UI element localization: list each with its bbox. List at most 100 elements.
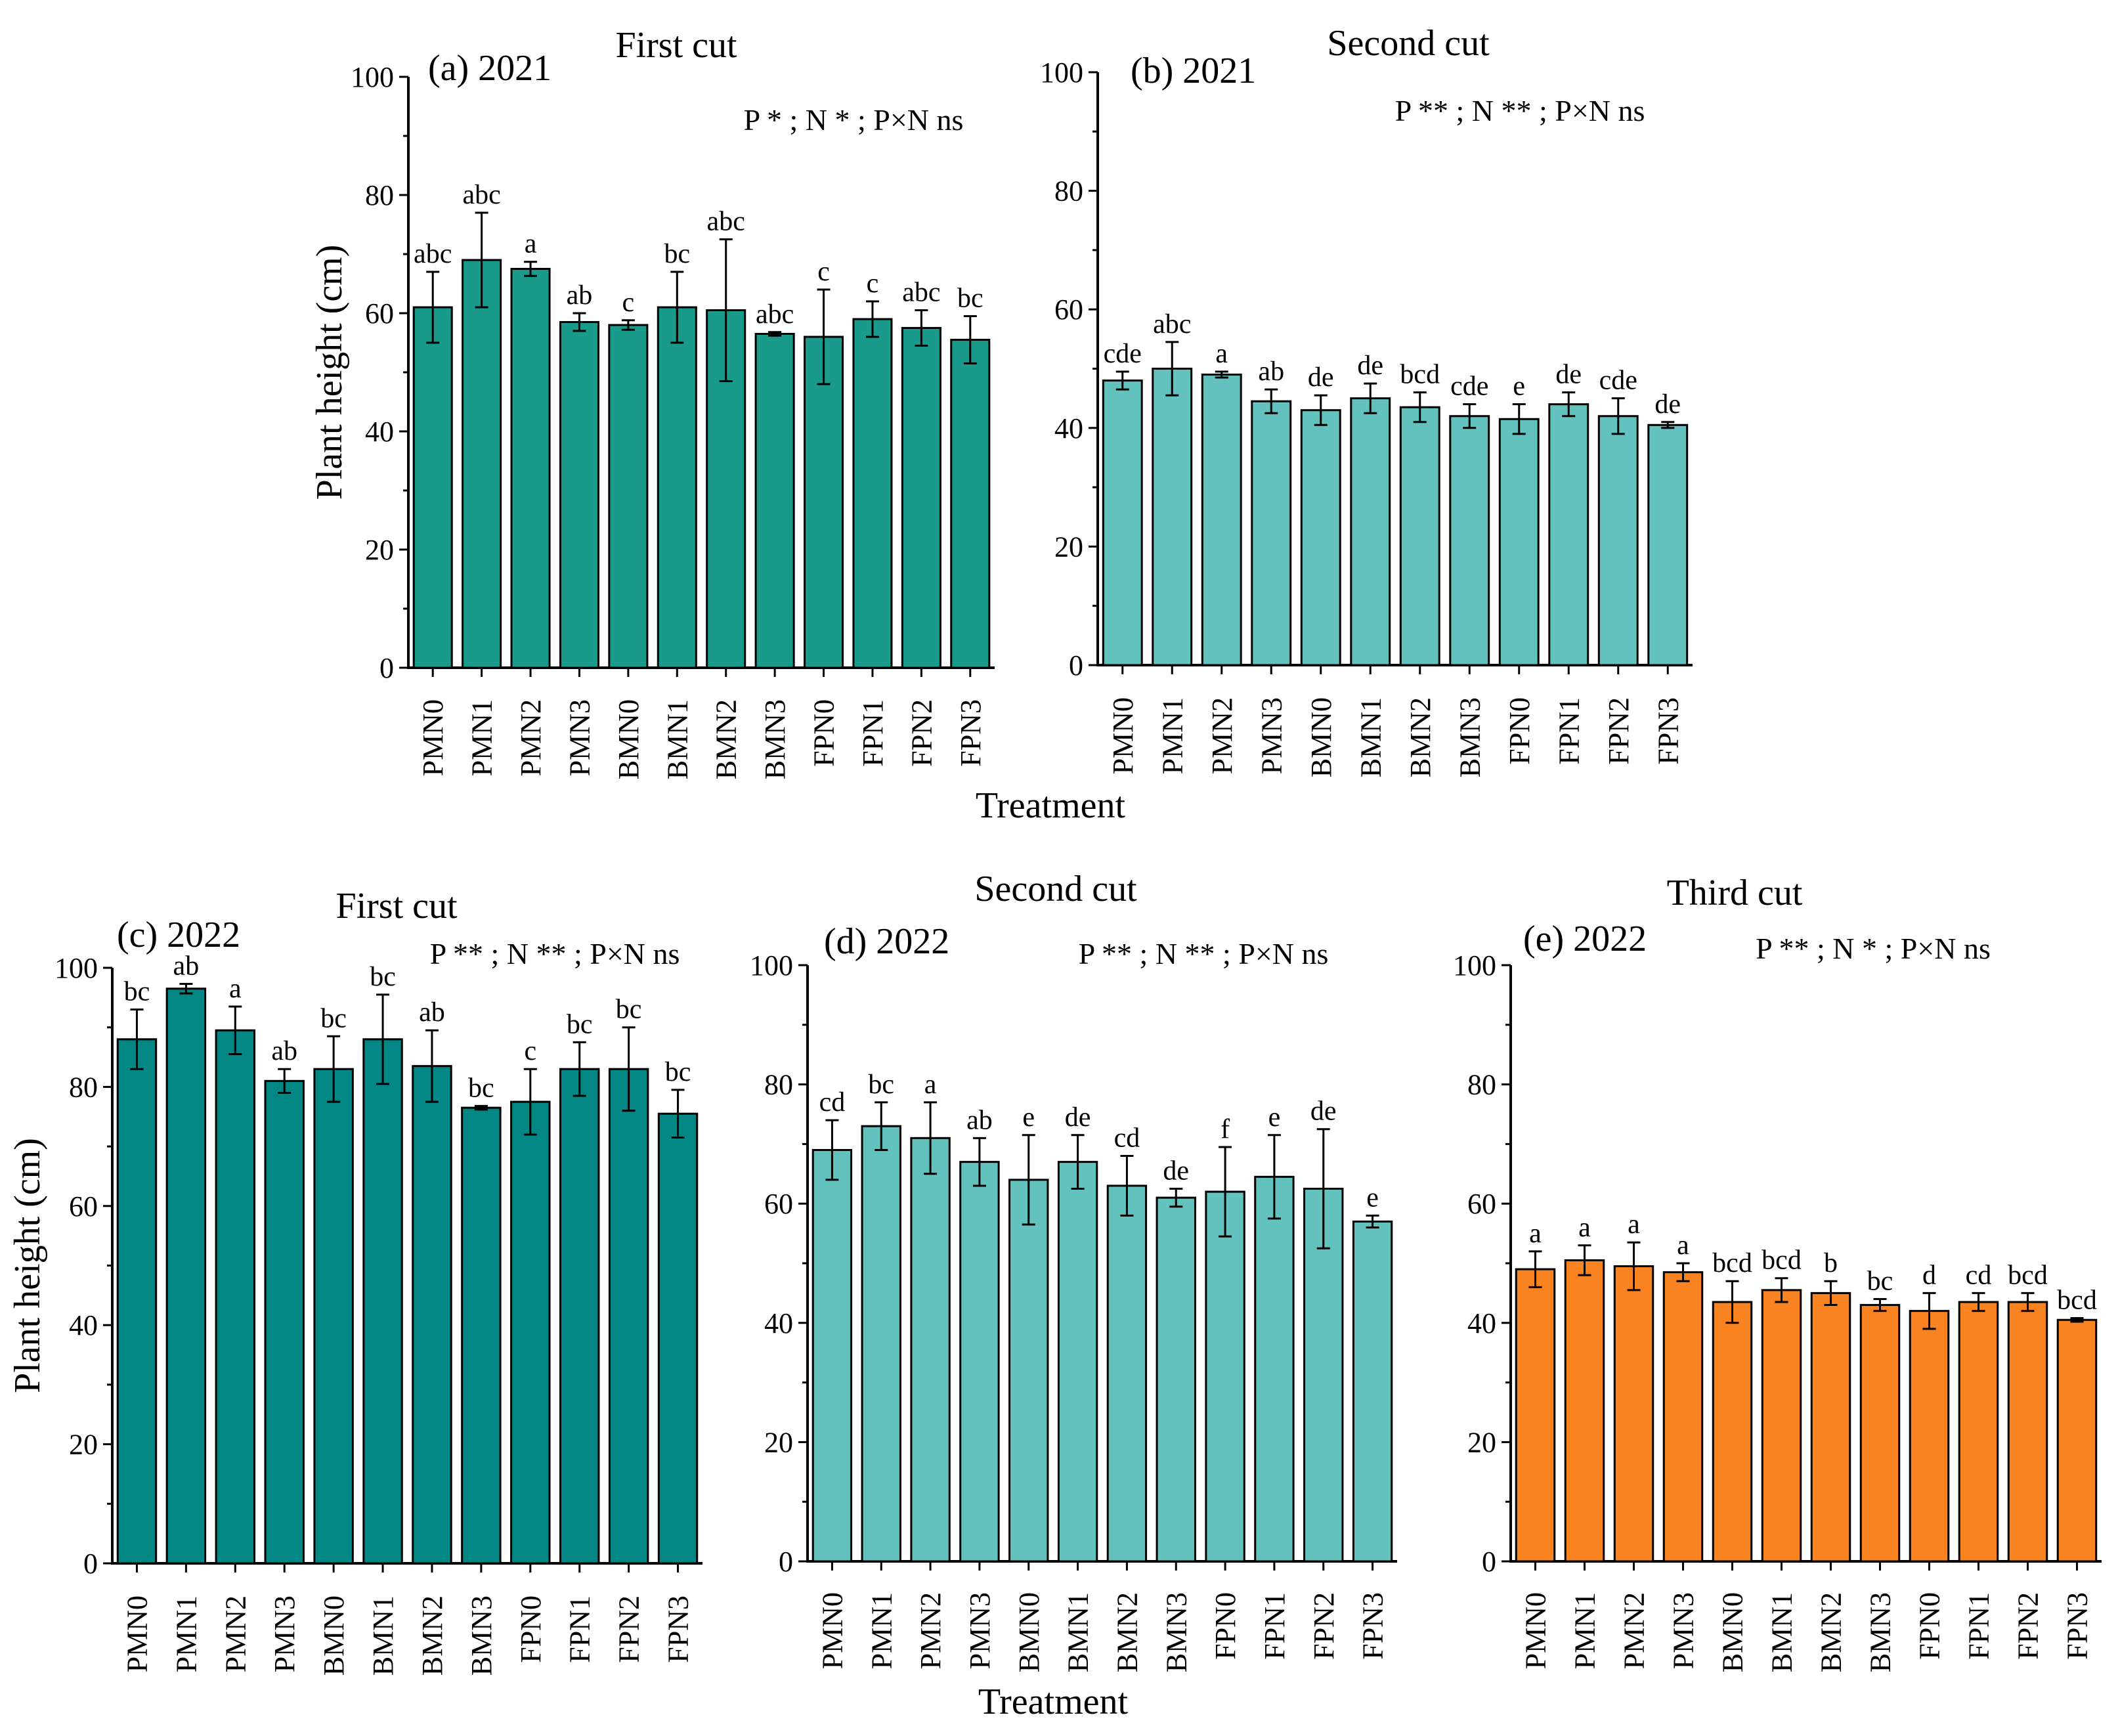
bar xyxy=(950,339,991,669)
y-tick-label: 0 xyxy=(83,1548,98,1580)
stats-annotation: P ** ; N ** ; P×N ns xyxy=(430,937,680,970)
panel-title: First cut xyxy=(615,25,737,66)
significance-letter: d xyxy=(1922,1260,1936,1290)
chart-panel-2: 0 20 40 60 80 100 cde PMN0 abc PMN1 a PMN2 ab PMN3 de B… xyxy=(1040,23,1693,777)
panel-title: First cut xyxy=(335,886,458,926)
significance-letter: de xyxy=(1555,360,1582,390)
bar xyxy=(1498,418,1540,666)
significance-letter: bc xyxy=(124,976,150,1007)
bar xyxy=(1958,1301,1999,1563)
category-label: PMN0 xyxy=(1107,697,1139,774)
chart-panel-5: 020406080100aPMN0aPMN1aPMN2aPMN3bcdBMN0b… xyxy=(1453,873,2102,1672)
y-tick-label: 20 xyxy=(1467,1426,1496,1458)
significance-letter: bc xyxy=(1867,1266,1893,1296)
category-label: FPN3 xyxy=(1652,697,1684,765)
category-label: BMN0 xyxy=(613,699,645,779)
panel-label: (e) 2022 xyxy=(1523,919,1647,959)
category-label: PMN0 xyxy=(1520,1592,1552,1669)
y-tick-label: 80 xyxy=(365,179,394,211)
y-tick-label: 100 xyxy=(54,952,98,984)
significance-letter: abc xyxy=(902,278,940,308)
category-label: FPN0 xyxy=(1914,1592,1946,1660)
bar xyxy=(657,1112,699,1565)
category-label: BMN3 xyxy=(759,699,791,779)
significance-letter: de xyxy=(1308,362,1334,393)
panel-title: Third cut xyxy=(1667,873,1803,913)
bar xyxy=(2056,1318,2098,1563)
y-tick-label: 60 xyxy=(1467,1188,1496,1220)
category-label: FPN2 xyxy=(1603,697,1635,765)
bar xyxy=(1102,380,1143,666)
category-label: FPN3 xyxy=(955,699,987,767)
category-label: FPN1 xyxy=(857,699,889,767)
bar xyxy=(608,1068,649,1565)
category-label: BMN3 xyxy=(1865,1592,1897,1672)
bar xyxy=(1712,1301,1753,1563)
category-label: FPN3 xyxy=(1357,1592,1389,1660)
category-label: PMN3 xyxy=(1668,1592,1700,1669)
bar xyxy=(1859,1304,1901,1563)
category-label: BMN2 xyxy=(1815,1592,1848,1672)
significance-letter: bc xyxy=(468,1073,494,1103)
bar xyxy=(1564,1259,1605,1563)
y-tick-label: 60 xyxy=(764,1188,793,1220)
bar xyxy=(1106,1184,1148,1563)
significance-letter: bc xyxy=(957,284,983,314)
significance-letter: bcd xyxy=(2057,1286,2097,1316)
category-label: FPN2 xyxy=(1308,1592,1340,1660)
category-label: FPN3 xyxy=(2062,1592,2094,1660)
bar xyxy=(1205,1190,1245,1563)
significance-letter: bc xyxy=(567,1009,593,1039)
bar xyxy=(461,1106,502,1565)
bar xyxy=(1251,400,1292,666)
significance-letter: ab xyxy=(567,280,593,311)
bar xyxy=(1613,1265,1654,1563)
chart-panel-1: 0 20 40 60 80 100 abc PMN0 abc PMN1 a PMN2 ab PMN3 c BM… xyxy=(309,25,995,779)
bar xyxy=(657,306,697,669)
significance-letter: ab xyxy=(1258,357,1284,387)
bar xyxy=(1810,1291,1851,1563)
significance-letter: bc xyxy=(665,1057,691,1087)
bar xyxy=(1300,409,1341,666)
bar xyxy=(1449,415,1490,666)
y-tick-label: 0 xyxy=(1482,1546,1496,1578)
bar xyxy=(811,1148,853,1563)
bar xyxy=(1057,1161,1098,1563)
category-label: FPN1 xyxy=(1259,1592,1291,1660)
significance-letter: cde xyxy=(1104,339,1142,369)
category-label: BMN1 xyxy=(1354,697,1387,777)
significance-letter: c xyxy=(622,288,635,318)
significance-letter: bcd xyxy=(2008,1260,2048,1290)
category-label: PMN1 xyxy=(1569,1592,1601,1669)
bar xyxy=(510,1100,551,1565)
y-tick-label: 0 xyxy=(1069,649,1083,682)
y-tick-label: 100 xyxy=(1040,56,1083,89)
bar xyxy=(165,987,207,1565)
significance-letter: de xyxy=(1357,351,1383,381)
significance-letter: bc xyxy=(320,1003,347,1033)
category-label: PMN1 xyxy=(1156,697,1188,774)
category-label: PMN0 xyxy=(121,1595,153,1672)
category-label: FPN0 xyxy=(1503,697,1536,765)
category-label: BMN2 xyxy=(1111,1592,1143,1672)
y-tick-label: 80 xyxy=(764,1069,793,1101)
category-label: PMN2 xyxy=(915,1592,947,1669)
panel-label: (a) 2021 xyxy=(428,48,551,89)
significance-letter: ab xyxy=(419,997,445,1028)
chart-panel-3: 0 20 40 60 80 100 bc PMN0 ab PMN1 a PMN2 ab PMN3 bc BMN… xyxy=(7,886,702,1676)
bar xyxy=(608,324,649,669)
category-label: PMN0 xyxy=(417,699,449,776)
significance-letter: de xyxy=(1310,1096,1337,1127)
category-label: PMN1 xyxy=(170,1595,202,1672)
significance-letter: a xyxy=(1578,1213,1591,1243)
bar xyxy=(264,1079,305,1565)
bar xyxy=(116,1038,158,1565)
y-tick-label: 80 xyxy=(1467,1069,1496,1101)
panel-label: (d) 2022 xyxy=(824,921,949,962)
significance-letter: a xyxy=(1677,1230,1689,1261)
bar xyxy=(1909,1310,1950,1563)
category-label: PMN3 xyxy=(269,1595,301,1672)
bar xyxy=(754,333,795,669)
bar xyxy=(2007,1301,2048,1563)
